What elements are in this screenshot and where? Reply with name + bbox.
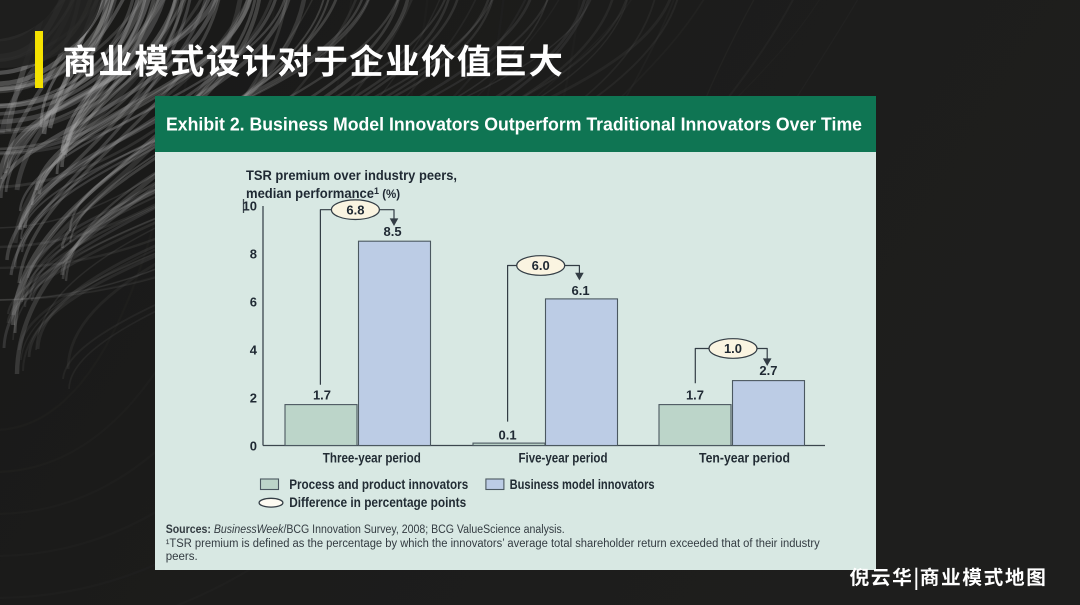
- svg-text:1.0: 1.0: [724, 341, 742, 356]
- svg-text:2.7: 2.7: [759, 363, 777, 378]
- svg-text:Ten-year period: Ten-year period: [699, 451, 790, 466]
- svg-text:0.1: 0.1: [499, 428, 517, 443]
- svg-text:Three-year period: Three-year period: [323, 451, 421, 466]
- svg-text:Difference in percentage point: Difference in percentage points: [289, 495, 466, 510]
- svg-text:TSR premium over industry peer: TSR premium over industry peers,: [246, 168, 457, 183]
- svg-text:Sources: BusinessWeek/BCG Inno: Sources: BusinessWeek/BCG Innovation Sur…: [166, 524, 565, 536]
- svg-text:2: 2: [250, 391, 257, 406]
- svg-text:Process and product innovators: Process and product innovators: [289, 477, 468, 492]
- svg-text:10: 10: [243, 199, 257, 214]
- svg-text:8: 8: [250, 247, 257, 262]
- svg-text:6.0: 6.0: [532, 258, 550, 273]
- svg-text:Five-year period: Five-year period: [519, 451, 608, 466]
- svg-text:6.1: 6.1: [572, 283, 590, 298]
- svg-text:Exhibit 2. Business Model Inno: Exhibit 2. Business Model Innovators Out…: [166, 115, 862, 135]
- svg-text:1.7: 1.7: [313, 388, 331, 403]
- svg-text:1.7: 1.7: [686, 388, 704, 403]
- svg-text:¹TSR premium is defined as the: ¹TSR premium is defined as the percentag…: [166, 538, 820, 550]
- svg-text:8.5: 8.5: [384, 224, 402, 239]
- svg-text:median performance1 (%): median performance1 (%): [246, 186, 400, 201]
- svg-text:peers.: peers.: [166, 551, 198, 563]
- svg-text:4: 4: [250, 343, 258, 358]
- svg-text:6.8: 6.8: [346, 202, 364, 217]
- svg-text:6: 6: [250, 295, 257, 310]
- svg-text:0: 0: [250, 439, 257, 454]
- svg-text:Business model innovators: Business model innovators: [510, 477, 655, 492]
